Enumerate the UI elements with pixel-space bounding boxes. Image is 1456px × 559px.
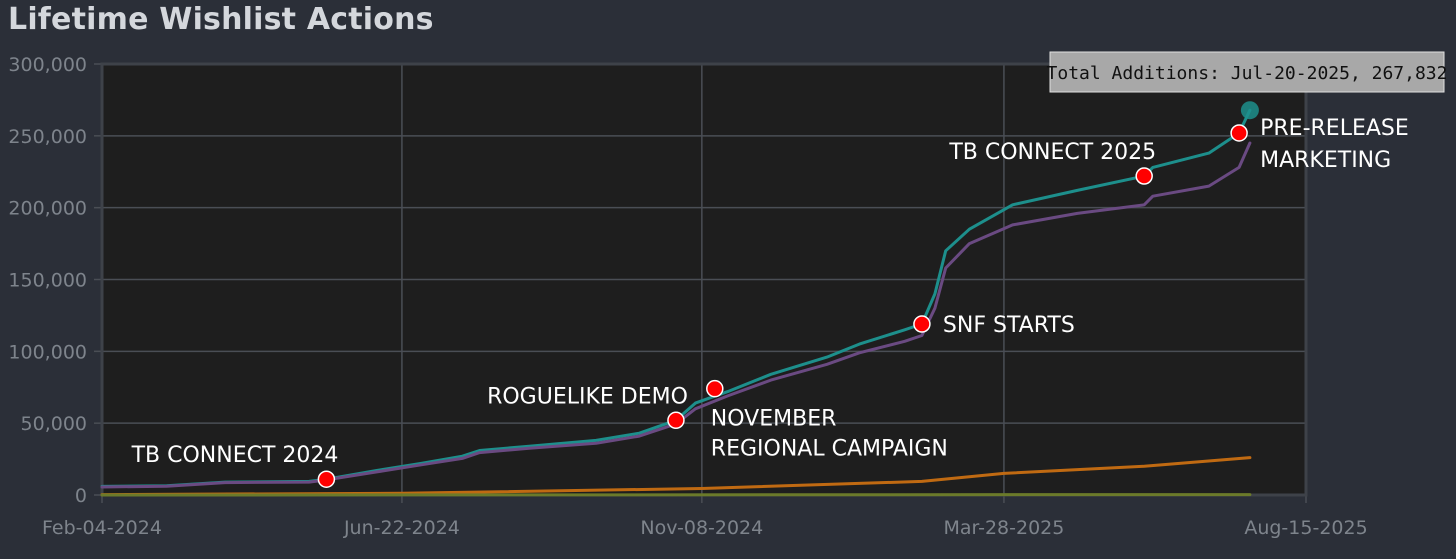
annotation-label: NOVEMBER	[711, 407, 837, 432]
annotation-label: MARKETING	[1260, 148, 1391, 173]
x-tick-label: Aug-15-2025	[1244, 517, 1367, 539]
annotation-marker	[913, 315, 931, 333]
annotation-label: SNF STARTS	[943, 313, 1075, 338]
x-tick-label: Nov-08-2024	[640, 517, 763, 539]
y-tick-label: 300,000	[8, 54, 87, 76]
y-tick-label: 200,000	[8, 198, 87, 220]
annotation-label: REGIONAL CAMPAIGN	[711, 437, 948, 462]
series-line-2	[100, 141, 1252, 489]
x-tick-label: Jun-22-2024	[343, 517, 460, 539]
annotation-label: ROGUELIKE DEMO	[487, 384, 688, 409]
annotation-label: TB CONNECT 2024	[131, 443, 339, 468]
y-tick-label: 100,000	[8, 341, 87, 363]
tooltip-text: Total Additions: Jul-20-2025, 267,832	[1047, 63, 1448, 84]
annotation-marker	[1135, 167, 1153, 185]
x-tick-label: Feb-04-2024	[42, 517, 162, 539]
annotation-marker	[317, 470, 336, 488]
y-tick-label: 150,000	[8, 270, 87, 292]
x-tick-label: Mar-28-2025	[943, 517, 1064, 539]
annotation-marker	[1230, 124, 1248, 142]
y-tick-label: 50,000	[21, 413, 87, 435]
tooltip-box	[1049, 51, 1445, 93]
annotation-marker	[667, 411, 685, 430]
annotation-label: TB CONNECT 2025	[948, 140, 1156, 165]
series-line-3	[100, 456, 1252, 497]
annotation-marker	[706, 379, 724, 398]
y-tick-label: 0	[75, 485, 87, 507]
y-tick-label: 250,000	[8, 126, 87, 148]
annotation-label: PRE-RELEASE	[1260, 116, 1409, 141]
highlight-point	[1240, 101, 1259, 120]
chart-title: Lifetime Wishlist Actions	[8, 2, 434, 37]
